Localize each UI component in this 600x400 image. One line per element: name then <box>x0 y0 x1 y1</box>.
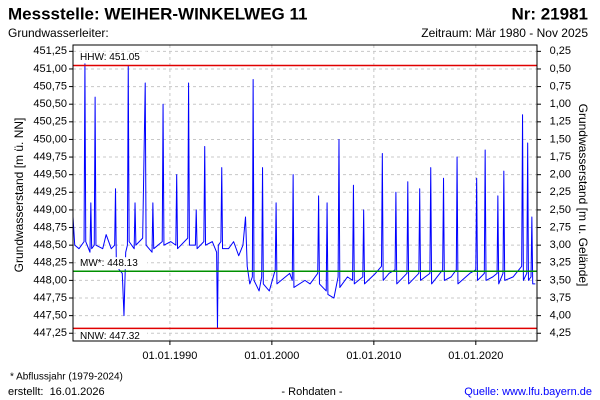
y-tick-label: 448,25 <box>33 257 67 269</box>
chart-title: Messstelle: WEIHER-WINKELWEG 11 <box>8 4 307 23</box>
y-tick-label: 448,75 <box>33 221 67 233</box>
y-tick-label: 450,50 <box>33 98 67 110</box>
y2-tick-label: 3,00 <box>550 239 571 251</box>
y2-tick-label: 4,25 <box>550 327 571 339</box>
y-tick-label: 451,00 <box>33 63 67 75</box>
y-tick-label: 449,75 <box>33 151 67 163</box>
y2-tick-label: 3,50 <box>550 274 571 286</box>
y2-tick-label: 4,00 <box>550 310 571 322</box>
y2-tick-label: 1,50 <box>550 133 571 145</box>
y-tick-label: 450,00 <box>33 133 67 145</box>
x-tick-label: 01.01.2020 <box>448 350 503 362</box>
y-tick-label: 447,75 <box>33 292 67 304</box>
y2-tick-label: 2,75 <box>550 221 571 233</box>
y-tick-label: 449,00 <box>33 204 67 216</box>
y2-tick-label: 0,50 <box>550 63 571 75</box>
subtitle: Grundwasserleiter: <box>8 26 109 40</box>
plot-background <box>73 45 537 341</box>
y2-tick-label: 2,00 <box>550 169 571 181</box>
y-tick-label: 447,50 <box>33 310 67 322</box>
station-number: Nr: 21981 <box>511 4 588 23</box>
x-tick-label: 01.01.2000 <box>244 350 299 362</box>
level-line <box>72 61 536 329</box>
y-axis-label: Grundwasserstand [m ü. NN] <box>12 118 26 273</box>
y-tick-label: 448,50 <box>33 239 67 251</box>
x-tick-label: 01.01.1990 <box>142 350 197 362</box>
y2-tick-label: 2,25 <box>550 186 571 198</box>
reference-label-bg <box>77 330 147 343</box>
y-tick-label: 449,25 <box>33 186 67 198</box>
reference-label-bg <box>77 51 147 64</box>
y-tick-label: 447,25 <box>33 327 67 339</box>
y-tick-label: 450,75 <box>33 80 67 92</box>
plot-frame <box>72 44 538 342</box>
reference-label-bg <box>77 257 147 270</box>
y-tick-label: 448,00 <box>33 274 67 286</box>
y2-tick-label: 0,75 <box>550 80 571 92</box>
created-date: erstellt: 16.01.2026 <box>8 386 105 398</box>
data-note: - Rohdaten - <box>281 386 342 398</box>
y2-tick-label: 0,25 <box>550 45 571 57</box>
y2-tick-label: 1,25 <box>550 116 571 128</box>
y-tick-label: 450,25 <box>33 116 67 128</box>
y2-tick-label: 1,75 <box>550 151 571 163</box>
x-tick-label: 01.01.2010 <box>346 350 401 362</box>
reference-label: MW*: 448.13 <box>80 258 138 269</box>
y2-tick-label: 2,50 <box>550 204 571 216</box>
y-tick-label: 451,25 <box>33 45 67 57</box>
reference-label: HHW: 451.05 <box>80 52 140 63</box>
y2-tick-label: 1,00 <box>550 98 571 110</box>
y2-axis-label: Grundwasserstand [m u. Gelände] <box>576 104 590 287</box>
reference-label: NNW: 447.32 <box>80 331 140 342</box>
period: Zeitraum: Mär 1980 - Nov 2025 <box>421 26 588 40</box>
y2-tick-label: 3,25 <box>550 257 571 269</box>
source-link[interactable]: Quelle: www.lfu.bayern.de <box>464 386 592 398</box>
footnote: * Abflussjahr (1979-2024) <box>10 372 123 383</box>
y-tick-label: 449,50 <box>33 169 67 181</box>
y2-tick-label: 3,75 <box>550 292 571 304</box>
